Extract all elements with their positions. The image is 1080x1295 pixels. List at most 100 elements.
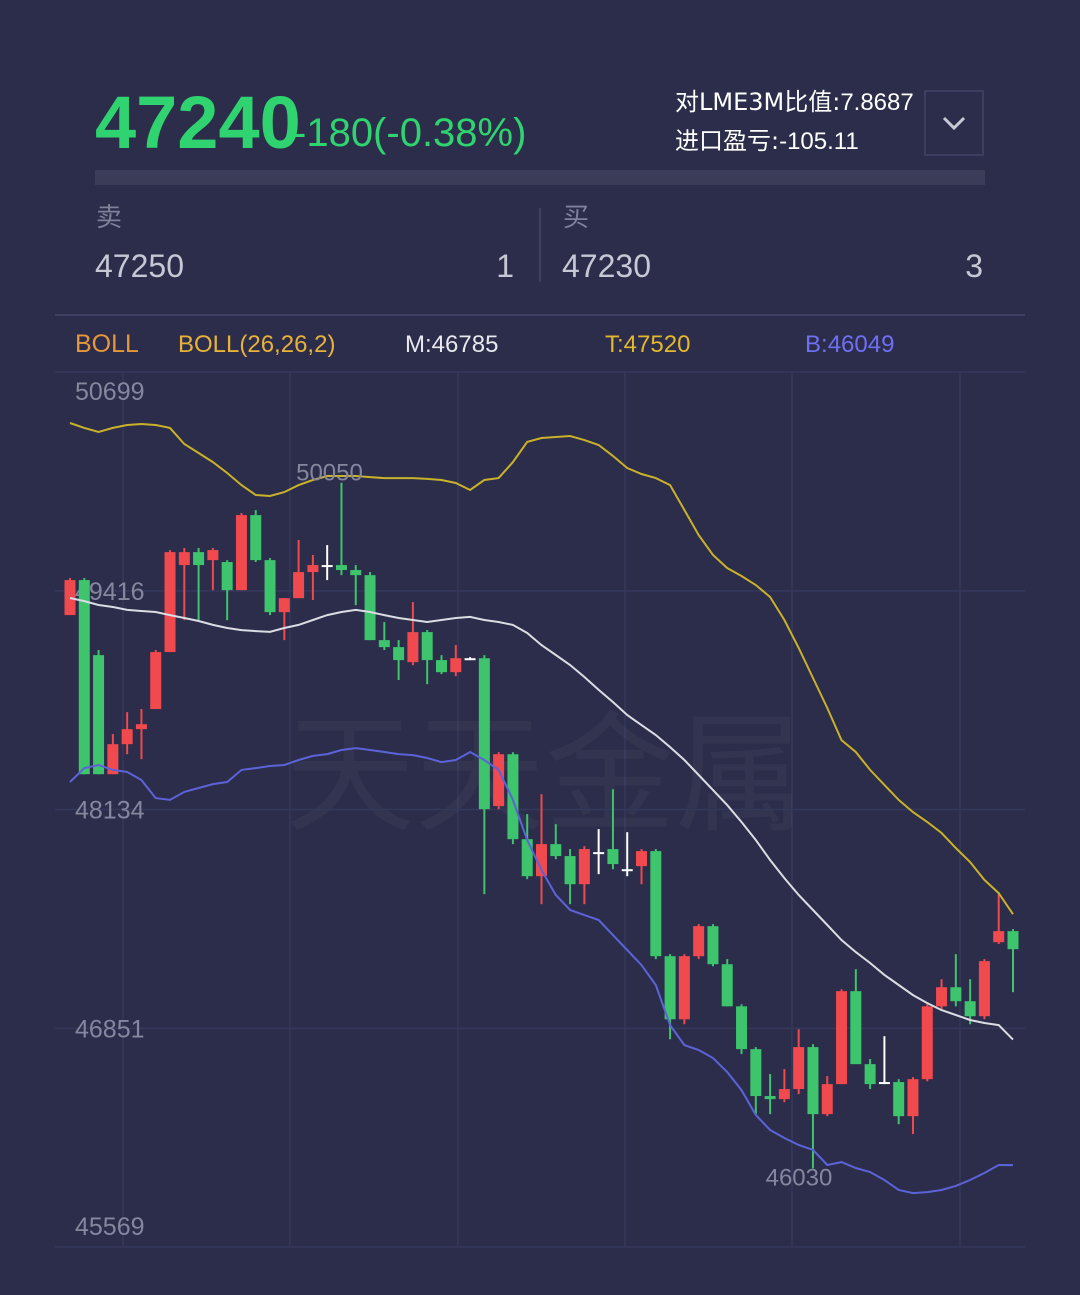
depth-bar — [95, 170, 985, 185]
candle-body — [636, 851, 648, 867]
candle-body — [250, 515, 262, 561]
indicator-label: T: — [605, 331, 624, 358]
candle-body — [235, 515, 247, 591]
min-label: 46030 — [766, 1164, 833, 1191]
candle-body — [678, 956, 690, 1020]
candle-body — [264, 560, 276, 613]
sell-price: 47250 — [95, 248, 184, 284]
indicator-label: B: — [805, 331, 828, 358]
candle-body — [950, 987, 962, 1002]
indicator-item: T:47520 — [605, 331, 690, 358]
dropdown-box[interactable] — [924, 90, 984, 156]
candle-body — [864, 1064, 876, 1085]
candle-body — [750, 1049, 762, 1097]
candle-body — [335, 565, 347, 571]
candle-body — [564, 856, 576, 885]
candle-body — [450, 658, 462, 673]
candle-body — [121, 729, 133, 745]
candle-body — [578, 849, 590, 885]
indicator-value: 46049 — [828, 331, 895, 358]
candle-body — [807, 1047, 819, 1115]
candle-body — [821, 1084, 833, 1115]
candle-body — [107, 744, 119, 775]
buy-label: 买 — [563, 203, 589, 233]
import-pnl: 进口盈亏:-105.11 — [675, 127, 859, 155]
boll-line — [69, 747, 1014, 1195]
candle-body — [135, 724, 147, 730]
candle-body — [664, 956, 676, 1020]
candle-body — [964, 1001, 976, 1017]
candle-body — [607, 849, 619, 865]
candle-body — [78, 580, 90, 775]
candle-body — [407, 632, 419, 663]
candle-body — [650, 851, 662, 957]
indicator-values: M:46785 T:47520 B:46049 — [405, 331, 894, 358]
candle-body — [836, 991, 848, 1085]
indicator-label: M: — [405, 331, 432, 358]
candle-body — [850, 991, 862, 1065]
candle-body — [207, 550, 219, 561]
last-price: 47240 — [95, 81, 301, 164]
indicator-name: BOLL — [75, 330, 139, 358]
candle-body — [350, 570, 362, 576]
candle-body — [178, 552, 190, 566]
buy-qty: 3 — [965, 248, 983, 284]
candle-body — [293, 572, 305, 599]
candle-body — [507, 754, 519, 840]
indicator-params: BOLL(26,26,2) — [178, 331, 335, 358]
candle-body — [621, 869, 633, 872]
candle-body — [736, 1006, 748, 1050]
dropdown-button[interactable] — [924, 90, 984, 156]
candle-body — [993, 931, 1005, 943]
indicator-value: 46785 — [432, 331, 499, 358]
candle-body — [478, 658, 490, 810]
candle-body — [793, 1047, 805, 1090]
candle-body — [321, 565, 333, 568]
candle-body — [907, 1079, 919, 1117]
candle-body — [278, 598, 290, 613]
pnl-value: -105.11 — [779, 128, 859, 155]
sell-qty: 1 — [496, 248, 514, 284]
ratio-label: 对LME3M比值: — [675, 88, 840, 116]
candle-body — [936, 987, 948, 1007]
y-tick-label: 45569 — [75, 1213, 145, 1241]
candle-body — [64, 580, 76, 616]
y-tick-label: 48134 — [75, 797, 145, 825]
candle-body — [221, 562, 233, 591]
candle-body — [550, 844, 562, 857]
candle-body — [707, 926, 719, 965]
chevron-icon[interactable] — [942, 116, 966, 131]
candle-body — [93, 655, 105, 775]
candle-body — [193, 552, 205, 566]
candle-body — [493, 754, 505, 807]
indicator-value: 47520 — [624, 331, 691, 358]
indicator-item: M:46785 — [405, 331, 498, 358]
boll-line — [69, 422, 1014, 915]
ratio: 对LME3M比值:7.8687 — [675, 88, 914, 116]
candle-body — [378, 640, 390, 648]
candle-body — [778, 1089, 790, 1100]
boll-line — [69, 597, 1014, 1041]
y-tick-label: 50699 — [75, 378, 145, 406]
candle-body — [764, 1096, 776, 1100]
candle-body — [893, 1082, 905, 1117]
candle-body — [1007, 931, 1019, 950]
max-label: 50050 — [296, 460, 363, 487]
candle-body — [435, 660, 447, 673]
buy-price: 47230 — [562, 248, 651, 284]
candle-body — [364, 575, 376, 641]
candle-body — [421, 632, 433, 661]
candle-body — [536, 844, 547, 877]
candle-body — [878, 1082, 890, 1085]
candle-body — [393, 647, 405, 661]
candle-body — [307, 565, 319, 573]
candle-body — [921, 1006, 933, 1080]
ratio-value: 7.8687 — [840, 89, 913, 116]
candle-body — [464, 658, 476, 661]
candle-body — [164, 552, 176, 653]
sell-label: 卖 — [96, 203, 122, 233]
candle-body — [978, 961, 990, 1017]
candle-body — [521, 839, 533, 877]
